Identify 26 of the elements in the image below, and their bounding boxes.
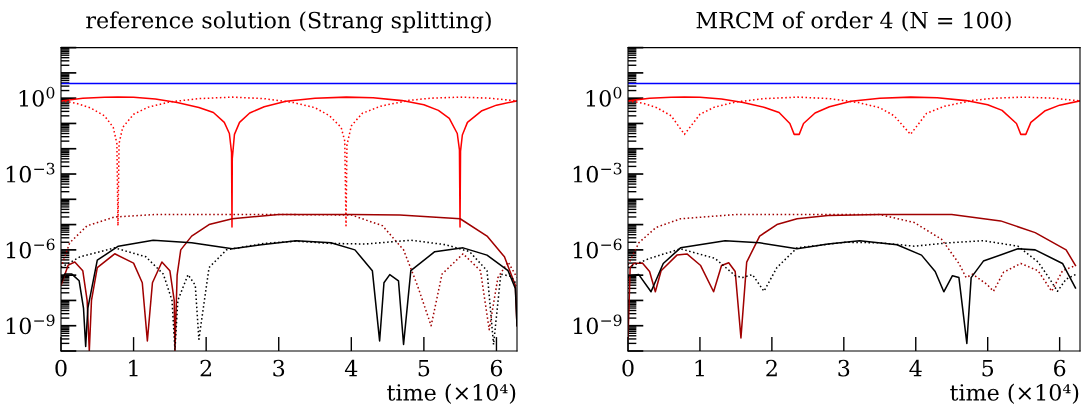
x-tick-label: 4 [909, 359, 922, 377]
x-tick-label: 6 [1054, 359, 1066, 377]
x-tick-label: 3 [838, 359, 850, 377]
y-tick-label: 10$^{−9}$ [6, 314, 55, 335]
x-axis-title: time (×10⁴) [387, 383, 516, 404]
y-tick-label: 10$^{−9}$ [573, 314, 622, 335]
x-tick-label: 1 [695, 359, 704, 377]
chart-title: reference solution (Strang splitting) [86, 11, 491, 34]
x-tick-label: 2 [200, 359, 212, 377]
x-tick-label: 5 [418, 360, 430, 377]
x-axis-title: time (×10⁴) [950, 383, 1079, 404]
y-tick-label: 10$^{−3}$ [6, 162, 55, 183]
y-tick-label: 10$^{0}$ [586, 86, 622, 107]
x-tick-label: 3 [273, 359, 285, 377]
x-tick-label: 1 [129, 359, 138, 377]
x-tick-label: 5 [982, 360, 994, 377]
x-tick-label: 0 [55, 359, 67, 377]
x-tick-label: 0 [622, 359, 634, 377]
y-tick-label: 10$^{−3}$ [573, 162, 622, 183]
chart-title: MRCM of order 4 (N = 100) [696, 11, 1011, 32]
x-tick-label: 2 [766, 359, 777, 377]
y-tick-label: 10$^{0}$ [19, 86, 55, 107]
x-tick-label: 4 [344, 359, 358, 377]
y-tick-label: 10$^{−6}$ [573, 238, 622, 259]
y-tick-label: 10$^{−6}$ [6, 238, 55, 259]
x-tick-label: 6 [490, 359, 503, 377]
